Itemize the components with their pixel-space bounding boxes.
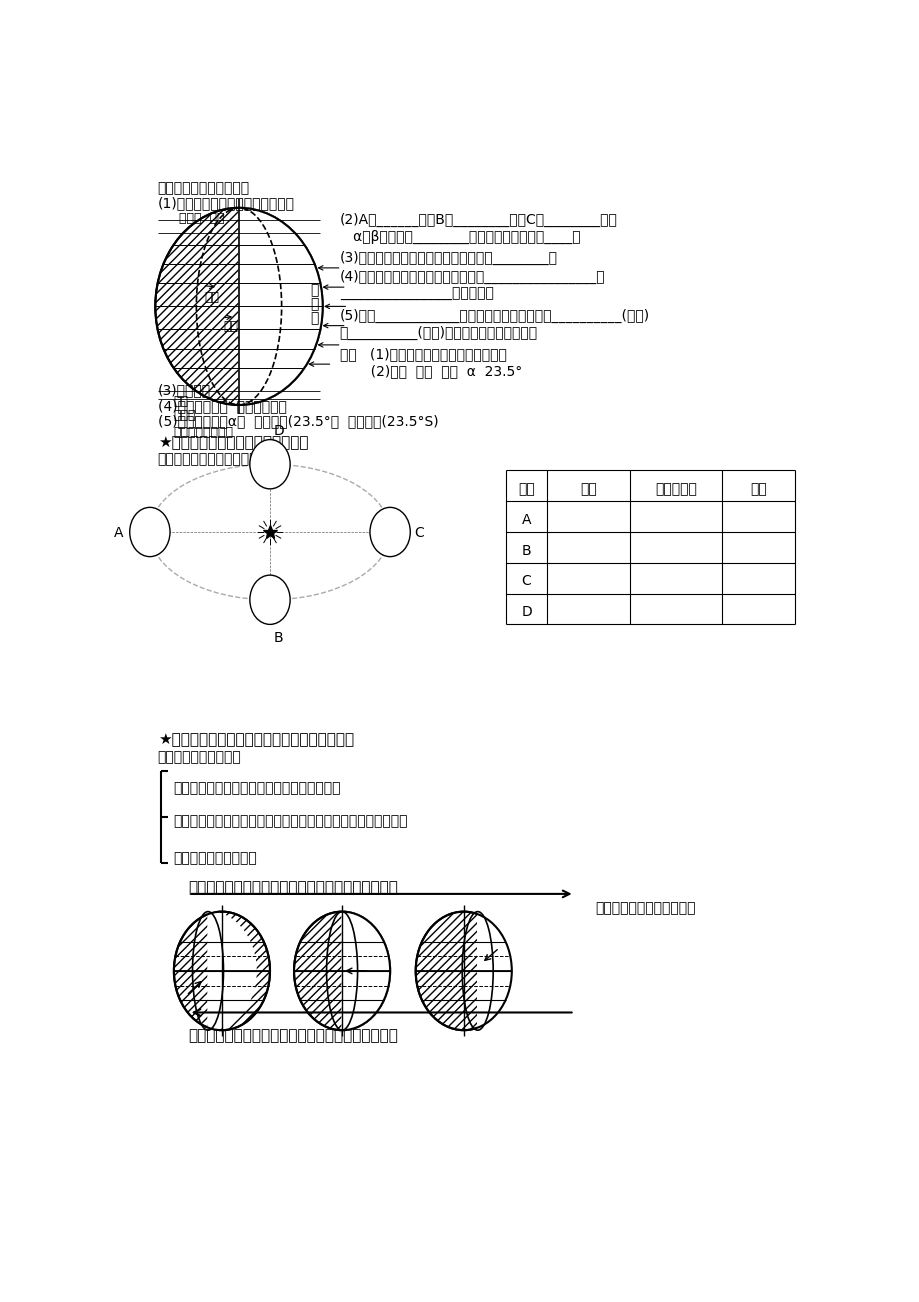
- Text: 太阳直射点北移过程，北半球各纬度昼变长，夜变短: 太阳直射点北移过程，北半球各纬度昼变长，夜变短: [188, 880, 398, 894]
- Text: 晨昏线: 晨昏线: [173, 409, 196, 422]
- Ellipse shape: [130, 508, 170, 557]
- Text: ________________基本不变。: ________________基本不变。: [339, 288, 494, 301]
- Text: C: C: [414, 526, 424, 540]
- Ellipse shape: [369, 508, 410, 557]
- Text: 答案   (1)上图中的地球自转方向画反了。: 答案 (1)上图中的地球自转方向画反了。: [339, 348, 506, 361]
- Text: 同一纬线圈上，若昼弧长于夜弧，则昼长夜短，反之昼短夜长；: 同一纬线圈上，若昼弧长于夜弧，则昼长夜短，反之昼短夜长；: [173, 814, 407, 828]
- Text: B: B: [521, 543, 531, 557]
- Text: (2)A为______星，B为________面；C为________面。: (2)A为______星，B为________面；C为________面。: [339, 212, 617, 227]
- Text: 节气: 节气: [750, 482, 766, 496]
- Text: α、β二角中，________为黄赤交角，度数是____。: α、β二角中，________为黄赤交角，度数是____。: [339, 229, 580, 243]
- Text: (3)数值相等: (3)数值相等: [157, 383, 210, 397]
- Text: 阳: 阳: [310, 297, 318, 311]
- Text: ★「要点二」太阳直射点的移动规律: ★「要点二」太阳直射点的移动规律: [157, 435, 308, 450]
- Text: (5)黄赤交角（或α）  北回归线(23.5°）  南回归线(23.5°S): (5)黄赤交角（或α） 北回归线(23.5°） 南回归线(23.5°S): [157, 414, 437, 428]
- Text: 南极: 南极: [173, 395, 187, 408]
- Text: 光: 光: [310, 311, 318, 326]
- Text: 夜弧: 夜弧: [204, 290, 219, 303]
- Text: 读右图，回答下列问题。: 读右图，回答下列问题。: [157, 181, 249, 195]
- Ellipse shape: [155, 208, 323, 405]
- Text: (4)地轴空间指向  黄赤交角大小: (4)地轴空间指向 黄赤交角大小: [157, 398, 286, 413]
- Polygon shape: [239, 208, 323, 405]
- Text: 和__________(纬线)之间作周期性往返运动。: 和__________(纬线)之间作周期性往返运动。: [339, 326, 538, 340]
- Text: A: A: [521, 513, 530, 527]
- Text: 赤道上全年昼夜等长。: 赤道上全年昼夜等长。: [173, 850, 256, 865]
- Text: (2)北极  黄道  赤道  α  23.5°: (2)北极 黄道 赤道 α 23.5°: [339, 365, 521, 378]
- Text: 昼半球和夜半球图: 昼半球和夜半球图: [173, 426, 233, 439]
- Text: D: D: [274, 424, 284, 439]
- Ellipse shape: [415, 911, 511, 1030]
- Text: B: B: [274, 630, 283, 644]
- Text: A: A: [114, 526, 123, 540]
- Text: 时间: 时间: [580, 482, 596, 496]
- Text: ★「要点三」昼夜长短的变化规律、计算及应用: ★「要点三」昼夜长短的变化规律、计算及应用: [157, 732, 354, 747]
- Text: （二）昼夜长短的变化规律: （二）昼夜长短的变化规律: [595, 901, 696, 915]
- Text: 读地球公转运动图，完成下表：: 读地球公转运动图，完成下表：: [157, 453, 275, 466]
- Text: 晨昏线  北极: 晨昏线 北极: [178, 212, 224, 225]
- Text: 太阳直射点南移过程，南半球各纬度昼变长，夜变短: 太阳直射点南移过程，南半球各纬度昼变长，夜变短: [188, 1027, 398, 1043]
- Ellipse shape: [250, 575, 289, 625]
- Text: 太: 太: [310, 284, 318, 297]
- Text: D: D: [520, 605, 531, 620]
- Text: (5)由于____________的存在，使太阳直射点在__________(纬线): (5)由于____________的存在，使太阳直射点在__________(纬…: [339, 309, 649, 323]
- Text: (3)黄赤交角度数与回归线度数的关系是________。: (3)黄赤交角度数与回归线度数的关系是________。: [339, 251, 557, 266]
- Text: 晨昏线把所经过的纬线圈分割成昼弧和夜弧。: 晨昏线把所经过的纬线圈分割成昼弧和夜弧。: [173, 781, 340, 796]
- Ellipse shape: [294, 911, 390, 1030]
- Text: (1)图中有一处明显错误，请改正。: (1)图中有一处明显错误，请改正。: [157, 197, 294, 211]
- Polygon shape: [208, 911, 255, 1030]
- Text: (4)地球在公转过程中表现出的特点是________________和: (4)地球在公转过程中表现出的特点是________________和: [339, 271, 605, 284]
- Text: 字母: 字母: [517, 482, 534, 496]
- Text: 昼弧: 昼弧: [223, 320, 238, 333]
- Polygon shape: [477, 911, 525, 1030]
- Polygon shape: [342, 911, 390, 1030]
- Text: 太阳直射点: 太阳直射点: [654, 482, 697, 496]
- Text: （一）昼夜长短的判读: （一）昼夜长短的判读: [157, 751, 241, 764]
- Ellipse shape: [250, 440, 289, 488]
- Text: C: C: [521, 574, 531, 589]
- Ellipse shape: [174, 911, 269, 1030]
